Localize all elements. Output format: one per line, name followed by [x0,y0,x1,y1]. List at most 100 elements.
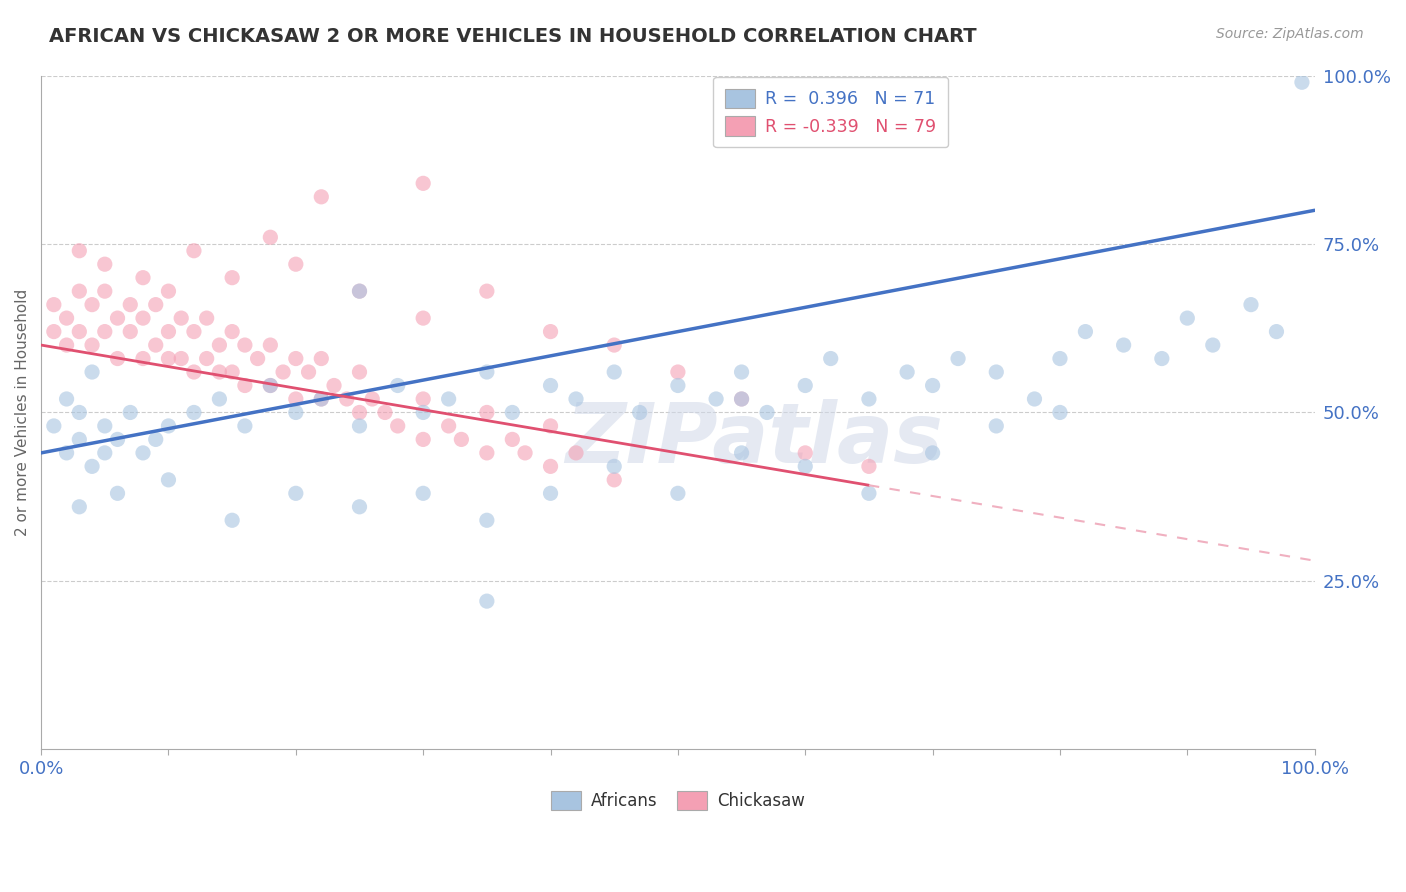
Point [374,405,396,419]
Point [157,419,180,434]
Point [107,486,129,500]
Point [540,325,562,339]
Point [157,325,180,339]
Point [437,392,460,406]
Point [94,257,117,271]
Point [67,433,90,447]
Point [311,351,333,366]
Point [80,338,103,352]
Point [80,298,103,312]
Point [986,419,1008,434]
Point [157,473,180,487]
Point [284,392,307,406]
Point [55,338,77,352]
Point [311,392,333,406]
Point [284,257,307,271]
Point [259,230,281,244]
Point [80,365,103,379]
Point [603,473,626,487]
Point [513,446,536,460]
Point [1202,338,1225,352]
Point [666,486,689,500]
Point [858,459,880,474]
Point [349,419,371,434]
Point [475,405,498,419]
Point [311,392,333,406]
Point [284,486,307,500]
Point [349,500,371,514]
Point [132,270,155,285]
Point [145,298,167,312]
Point [1049,405,1071,419]
Point [794,378,817,392]
Point [271,365,294,379]
Point [896,365,918,379]
Point [336,392,359,406]
Point [94,419,117,434]
Point [221,270,243,285]
Point [475,594,498,608]
Point [67,325,90,339]
Point [132,446,155,460]
Point [80,459,103,474]
Point [1024,392,1046,406]
Point [540,459,562,474]
Point [387,419,409,434]
Point [183,244,205,258]
Point [259,378,281,392]
Point [120,405,142,419]
Point [730,446,752,460]
Point [1240,298,1263,312]
Point [132,351,155,366]
Point [603,365,626,379]
Point [412,177,434,191]
Point [94,284,117,298]
Point [259,378,281,392]
Point [94,446,117,460]
Point [412,433,434,447]
Point [208,338,231,352]
Text: ZIPatlas: ZIPatlas [565,399,943,480]
Point [412,392,434,406]
Point [208,392,231,406]
Point [284,405,307,419]
Point [67,244,90,258]
Point [666,365,689,379]
Point [221,513,243,527]
Point [233,419,256,434]
Point [986,365,1008,379]
Point [349,284,371,298]
Point [475,513,498,527]
Point [349,284,371,298]
Point [946,351,969,366]
Point [565,392,588,406]
Point [794,446,817,460]
Point [170,351,193,366]
Point [540,419,562,434]
Point [1150,351,1173,366]
Point [475,284,498,298]
Point [565,446,588,460]
Point [170,311,193,326]
Point [183,325,205,339]
Point [820,351,842,366]
Point [145,433,167,447]
Point [1175,311,1198,326]
Point [437,419,460,434]
Point [794,459,817,474]
Point [349,365,371,379]
Point [475,446,498,460]
Point [183,365,205,379]
Point [284,351,307,366]
Point [450,433,472,447]
Point [259,338,281,352]
Point [1291,75,1313,89]
Point [67,500,90,514]
Point [42,325,65,339]
Point [501,405,523,419]
Point [67,284,90,298]
Point [858,486,880,500]
Point [311,190,333,204]
Point [157,351,180,366]
Point [246,351,269,366]
